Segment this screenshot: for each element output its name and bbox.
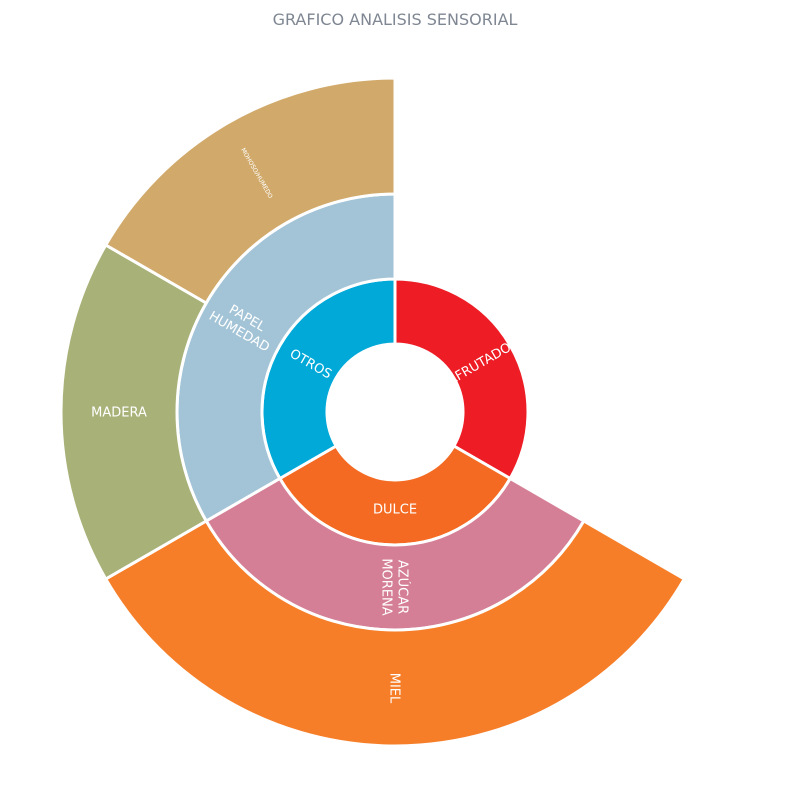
sunburst-segments	[59, 76, 687, 748]
segment-afrutado[interactable]	[393, 277, 530, 481]
segment-miel[interactable]	[103, 518, 687, 748]
label-madera: MADERA	[91, 406, 147, 421]
label-azucar-morena: AZÚCARMORENA	[379, 558, 411, 615]
label-dulce: DULCE	[373, 503, 417, 518]
segment-mohoso-humedo[interactable]	[103, 76, 397, 306]
label-miel: MIEL	[386, 673, 401, 704]
chart-title: GRAFICO ANALISIS SENSORIAL	[272, 10, 518, 29]
